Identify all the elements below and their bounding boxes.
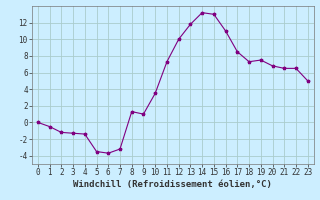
X-axis label: Windchill (Refroidissement éolien,°C): Windchill (Refroidissement éolien,°C) (73, 180, 272, 189)
